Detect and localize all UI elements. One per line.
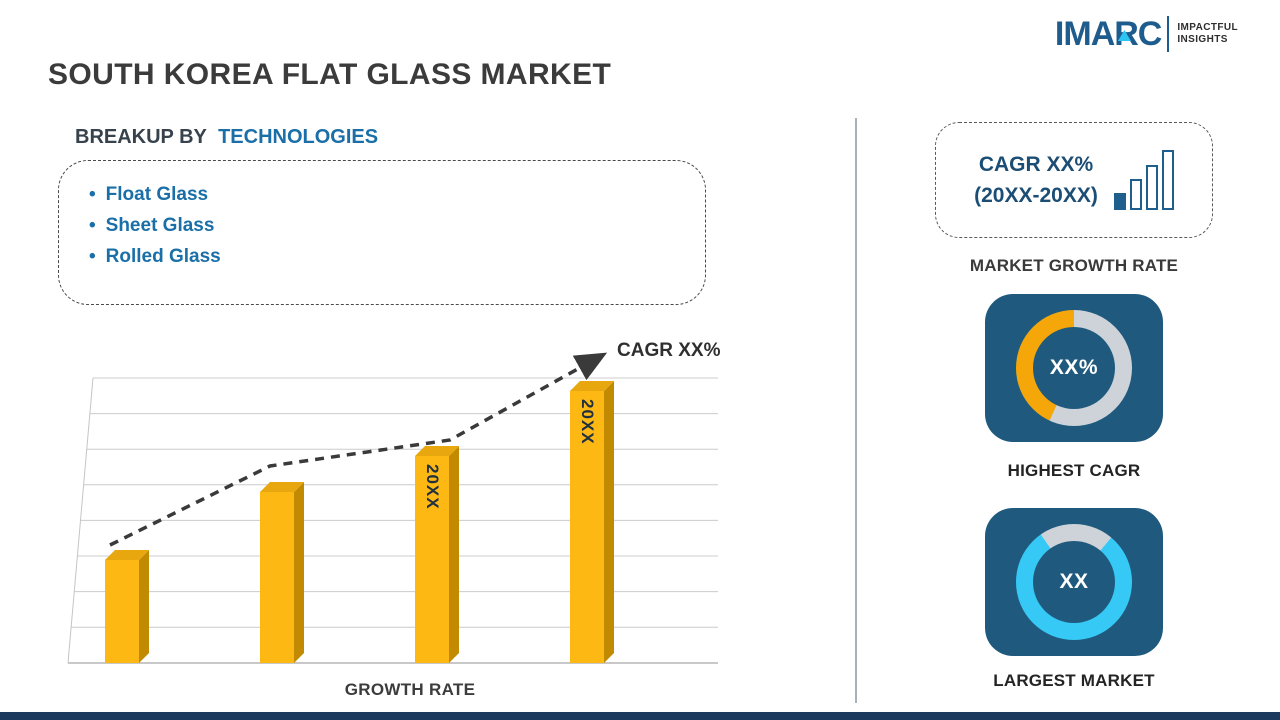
growth-box-line1: CAGR XX% [978,152,1094,176]
bar-chart-icon-bar [1129,179,1142,210]
bar-chart-icon-bar [1113,193,1126,210]
bar-chart-icon-bar [1145,165,1158,210]
growth-chart: 20XX 20XX [65,340,730,670]
donut-hole [1033,327,1115,409]
highest-cagr-value: XX% [1049,356,1099,379]
chart-bar [260,492,294,663]
list-item: • Float Glass [89,179,705,210]
donut-hole [1033,541,1115,623]
largest-market-card: XX [985,508,1163,656]
bars: 20XX 20XX [65,340,730,670]
breakup-heading-highlight: TECHNOLOGIES [218,126,379,148]
bullet-icon: • [89,246,96,267]
logo-tagline-line1: IMPACTFUL [1177,21,1238,33]
section-divider [855,118,857,703]
chart-bar: 20XX [415,456,449,663]
logo-tagline-line2: INSIGHTS [1177,34,1228,45]
growth-box-text: CAGR XX% (20XX-20XX) [974,149,1098,212]
list-item: • Rolled Glass [89,241,705,272]
highest-cagr-label: HIGHEST CAGR [1007,461,1141,480]
growth-box-line2: (20XX-20XX) [974,184,1098,207]
chart-bar: 20XX [570,391,604,663]
chart-bar [105,560,139,663]
highest-cagr-donut: XX% [1016,310,1132,426]
breakup-heading-prefix: BREAKUP BY [75,126,207,148]
chart-x-axis-label: GROWTH RATE [344,680,476,699]
technology-label: Float Glass [105,184,209,205]
market-growth-box: CAGR XX% (20XX-20XX) [935,122,1213,238]
largest-market-label: LARGEST MARKET [993,671,1155,690]
bar-chart-icon-bar [1161,150,1174,210]
cagr-trend-label: CAGR XX% [617,340,721,361]
largest-market-value: XX [1059,570,1089,593]
technologies-list: • Float Glass • Sheet Glass • Rolled Gla… [89,179,705,272]
bottom-accent-bar [0,712,1280,720]
page-title: SOUTH KOREA FLAT GLASS MARKET [48,58,612,91]
bar-chart-icon [1113,150,1174,210]
logo-divider [1167,16,1170,52]
bar-year-label: 20XX [423,464,442,510]
technologies-box: • Float Glass • Sheet Glass • Rolled Gla… [58,160,706,305]
logo-brand-label: IMARC [1054,15,1162,53]
bullet-icon: • [89,215,96,236]
imarc-logo: IMARC IMPACTFUL INSIGHTS [1055,16,1238,52]
breakup-heading: BREAKUP BY TECHNOLOGIES [75,126,378,149]
highest-cagr-card: XX% [985,294,1163,442]
list-item: • Sheet Glass [89,210,705,241]
logo-tagline: IMPACTFUL INSIGHTS [1177,22,1238,47]
technology-label: Sheet Glass [105,215,215,236]
imarc-logo-text: IMARC [1054,15,1162,53]
market-growth-rate-label: MARKET GROWTH RATE [969,256,1179,275]
bullet-icon: • [89,184,96,205]
technology-label: Rolled Glass [105,246,221,267]
logo-triangle-icon [1117,30,1131,41]
bar-year-label: 20XX [578,399,597,445]
largest-market-donut: XX [1016,524,1132,640]
